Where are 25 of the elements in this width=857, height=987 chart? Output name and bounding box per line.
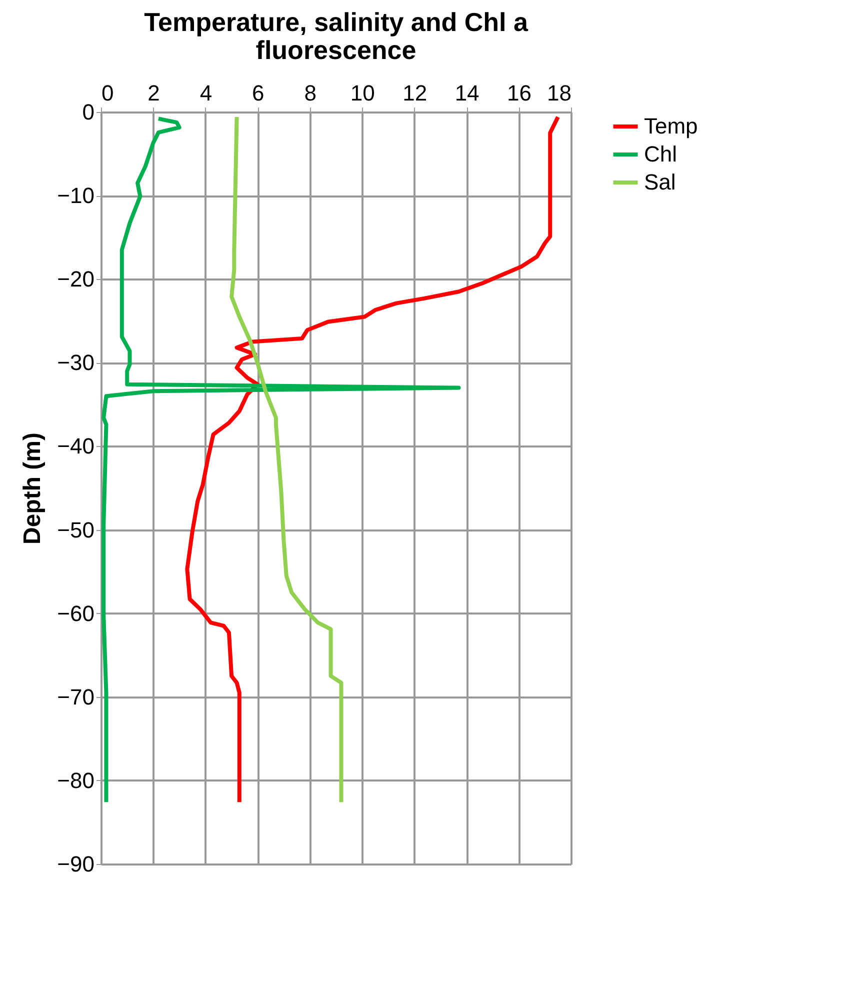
x-tick-label: 4 [200,80,212,106]
y-tick-label: −30 [57,350,94,376]
legend-label: Sal [644,170,676,194]
y-tick-label: −60 [57,600,94,626]
y-tick-label: −40 [57,434,94,459]
legend-label: Temp [644,114,698,138]
x-tick-label: 16 [507,80,532,106]
x-tick-label: 14 [454,80,480,106]
y-tick-label: −80 [57,768,94,793]
y-tick-label: −10 [57,183,94,208]
y-tick-label: 0 [82,100,94,124]
x-tick-label: 0 [102,80,114,106]
y-tick-label: −50 [57,517,94,542]
legend-label: Chl [644,142,678,166]
y-tick-label: −70 [57,684,94,710]
chart-title: Temperature, salinity and Chl a fluorescence [144,7,528,65]
y-tick-label: −90 [57,852,94,876]
x-tick-label: 6 [252,80,264,106]
x-tick-label: 2 [148,80,160,106]
x-tick-label: 18 [547,80,572,106]
x-tick-label: 10 [350,80,375,106]
x-tick-label: 12 [402,80,428,106]
x-tick-label: 8 [304,80,317,106]
y-axis-title: Depth (m) [19,432,46,544]
y-tick-label: −20 [57,266,94,292]
